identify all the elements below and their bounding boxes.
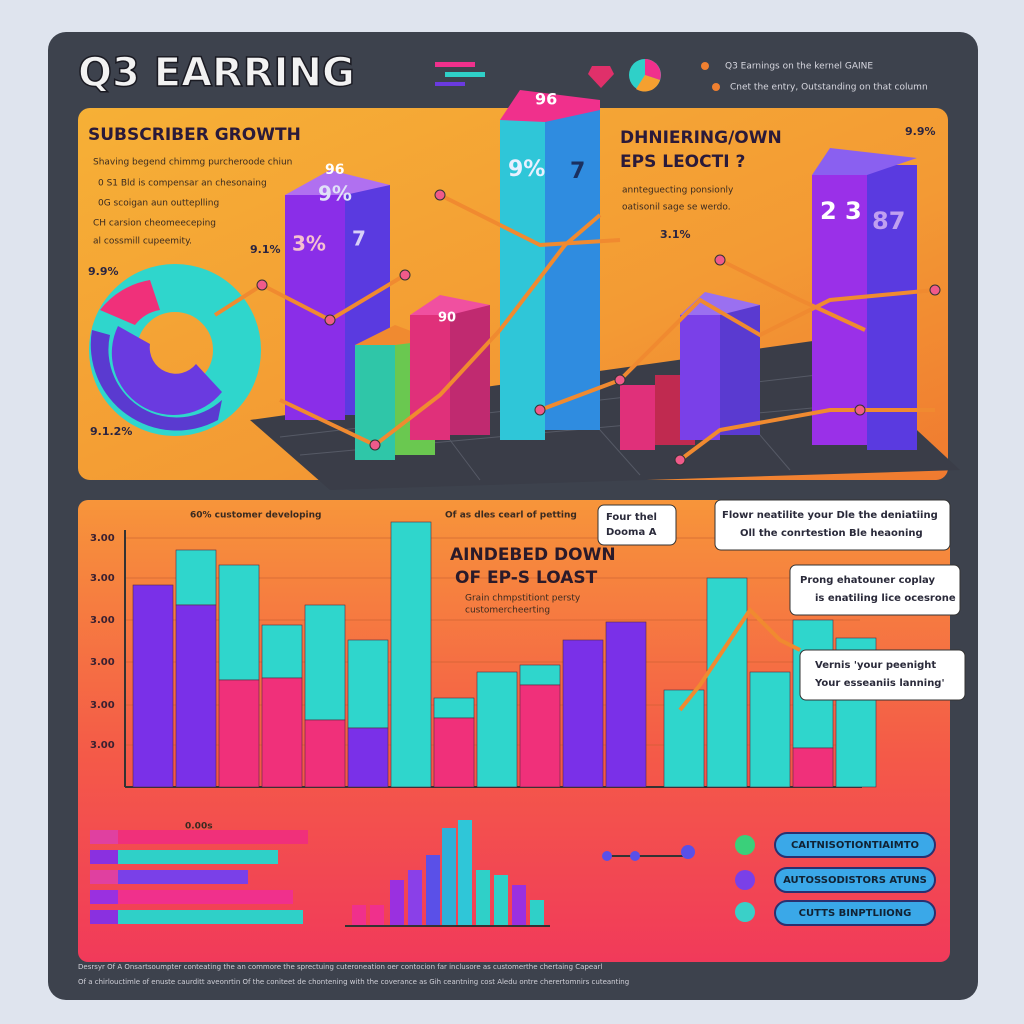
- callout-text: Oll the conrtestion Ble heaoning: [740, 528, 923, 539]
- body-text: annteguecting ponsionly: [622, 186, 734, 196]
- callout-text: is enatiling lice ocesrone: [815, 593, 956, 604]
- y-label: 3.00: [90, 573, 115, 584]
- bar-segment: [347, 639, 389, 729]
- bar-segment: [433, 697, 475, 719]
- legend-head: 0.00s: [185, 822, 213, 832]
- button-label[interactable]: AUTOSSODISTORS ATUNS: [783, 875, 927, 886]
- body-text: 0G scoigan aun outteplling: [98, 199, 219, 209]
- y-label: 3.00: [90, 740, 115, 751]
- value-label: 9.1.2%: [90, 425, 132, 438]
- y-label: 3.00: [90, 657, 115, 668]
- bar-label: 7: [352, 227, 366, 251]
- trend-dots: [256, 189, 941, 466]
- section-title: EPS LEOCTI ?: [620, 152, 745, 172]
- mini-histogram: [345, 820, 695, 927]
- bar-segment: [605, 621, 647, 788]
- bar-segment: [433, 717, 475, 788]
- overlay-title: AINDEBED DOWN: [450, 545, 616, 565]
- donut-chart: [89, 264, 261, 436]
- value-label: 9.1%: [250, 243, 281, 256]
- callout-text: Four thel: [606, 512, 657, 523]
- bar-label: 9%: [318, 182, 352, 206]
- footer-text: Of a chirlouctimle of enuste caurditt av…: [78, 978, 629, 986]
- bar-segment: [749, 671, 791, 788]
- bar-segment: [304, 604, 346, 721]
- trend-lines: [213, 193, 936, 462]
- header-icons: [435, 59, 720, 92]
- y-label: 3.00: [90, 615, 115, 626]
- value-label: 9.9%: [88, 265, 119, 278]
- value-label: 3.1%: [660, 228, 691, 241]
- callout-text: Vernis 'your peenight: [815, 660, 936, 671]
- callout-text: Flowr neatilite your Dle the deniatiing: [722, 510, 938, 521]
- bar-segment: [132, 584, 174, 788]
- bar-segment: [347, 727, 389, 788]
- section-title: SUBSCRIBER GROWTH: [88, 125, 301, 145]
- bar-segment: [175, 604, 217, 788]
- body-text: Shaving begend chimmg purcheroode chiun: [93, 158, 292, 168]
- bar-label: 3%: [292, 232, 326, 256]
- body-text: CH carsion cheomeeceping: [93, 219, 216, 229]
- callout-text: Prong ehatouner coplay: [800, 575, 935, 586]
- chart-head: Of as dles cearl of petting: [445, 511, 577, 521]
- bar-segment: [519, 664, 561, 686]
- h-bars: [90, 830, 308, 924]
- y-label: 3.00: [90, 533, 115, 544]
- header-note: Cnet the entry, Outstanding on that colu…: [730, 83, 928, 93]
- bar-label: 9%: [508, 157, 545, 182]
- bar-segment: [390, 521, 432, 788]
- bar-label: 7: [570, 159, 585, 184]
- bar-segment: [519, 684, 561, 788]
- bar-segment: [261, 624, 303, 679]
- bar-segment: [706, 577, 748, 788]
- overlay-title: OF EP-S LOAST: [455, 568, 598, 588]
- callout-text: Dooma A: [606, 527, 657, 538]
- value-label: 9.9%: [905, 125, 936, 138]
- button[interactable]: [774, 867, 936, 893]
- bar-segment: [175, 549, 217, 606]
- button[interactable]: [774, 832, 936, 858]
- body-text: 0 S1 Bld is compensar an chesonaing: [98, 179, 267, 189]
- button[interactable]: [774, 900, 936, 926]
- button-label[interactable]: CUTTS BINPTLIIONG: [799, 908, 912, 919]
- bar-segment: [261, 677, 303, 788]
- callout-text: Your esseaniis lanning': [814, 678, 945, 689]
- bar-label: 2 3: [820, 197, 862, 225]
- title: Q3 EARRING: [78, 50, 355, 96]
- footer-text: Desrsyr Of A Onsartsoumpter conteating t…: [78, 963, 602, 971]
- header-note: Q3 Earnings on the kernel GAINE: [725, 62, 873, 72]
- y-label: 3.00: [90, 700, 115, 711]
- bar-label: 87: [872, 207, 905, 235]
- bar-segment: [792, 747, 834, 788]
- bar-label: 96: [535, 90, 557, 109]
- bar-segment: [476, 671, 518, 788]
- body-text: oatisonil sage se werdo.: [622, 203, 731, 213]
- bar-segment: [218, 679, 260, 788]
- body-text: al cossmill cupeemity.: [93, 237, 192, 247]
- body-text: customercheerting: [465, 606, 550, 616]
- bar-label: 96: [325, 162, 344, 178]
- button-label[interactable]: CAITNISOTIONTIAIMTO: [791, 840, 919, 851]
- bar-segment: [304, 719, 346, 788]
- chart-head: 60% customer developing: [190, 511, 321, 521]
- bar-segment: [562, 639, 604, 788]
- body-text: Grain chmpstitiont persty: [465, 594, 581, 604]
- bar-segment: [218, 564, 260, 681]
- bar-label: 90: [438, 311, 456, 326]
- trend-line: [678, 606, 801, 712]
- buttons: [735, 832, 936, 926]
- callouts: [597, 499, 966, 701]
- section-title: DHNIERING/OWN: [620, 128, 782, 148]
